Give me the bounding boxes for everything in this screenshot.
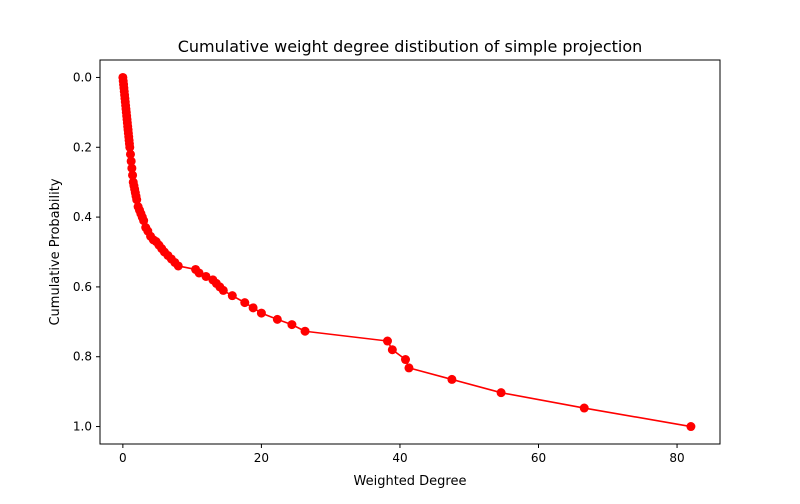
data-point	[227, 291, 237, 301]
data-point	[686, 422, 696, 432]
x-axis: 0 20 40 60 80	[119, 444, 685, 465]
plot-area	[118, 72, 696, 432]
data-point	[127, 163, 137, 173]
data-point	[125, 149, 135, 159]
data-point	[401, 355, 410, 365]
y-tick-label: 0.6	[73, 280, 92, 294]
y-tick-label: 0.2	[73, 140, 92, 154]
data-point	[382, 336, 392, 346]
data-point	[447, 374, 457, 384]
data-point	[132, 195, 142, 205]
y-tick-label: 1.0	[73, 420, 92, 434]
data-point	[256, 308, 266, 318]
x-axis-label: Weighted Degree	[354, 474, 467, 489]
x-tick-label: 40	[392, 451, 407, 465]
y-axis: 0.0 0.2 0.4 0.6 0.8 1.0	[73, 70, 100, 434]
data-point	[240, 298, 250, 308]
data-point	[272, 314, 282, 324]
data-point	[248, 303, 258, 313]
data-point	[173, 261, 183, 271]
chart-title: Cumulative weight degree distibution of …	[178, 37, 643, 56]
plot-frame	[99, 59, 721, 445]
data-point	[218, 285, 228, 295]
data-point	[128, 170, 138, 180]
x-tick-label: 60	[531, 451, 546, 465]
y-axis-label: Cumulative Probability	[48, 178, 63, 325]
x-tick-label: 80	[669, 451, 684, 465]
data-point	[404, 363, 414, 373]
data-point	[387, 345, 397, 355]
x-tick-label: 20	[254, 451, 269, 465]
data-point	[194, 268, 204, 278]
x-tick-label: 0	[119, 451, 127, 465]
data-point	[201, 271, 211, 281]
y-tick-label: 0.4	[73, 210, 92, 224]
data-point	[126, 156, 136, 166]
data-point	[579, 403, 589, 413]
data-point	[139, 216, 149, 226]
y-tick-label: 0.8	[73, 350, 92, 364]
data-point	[300, 326, 310, 336]
y-tick-label: 0.0	[73, 70, 92, 84]
series-line	[122, 77, 692, 428]
data-point	[496, 388, 506, 398]
data-point	[287, 320, 297, 330]
data-point	[125, 142, 135, 152]
